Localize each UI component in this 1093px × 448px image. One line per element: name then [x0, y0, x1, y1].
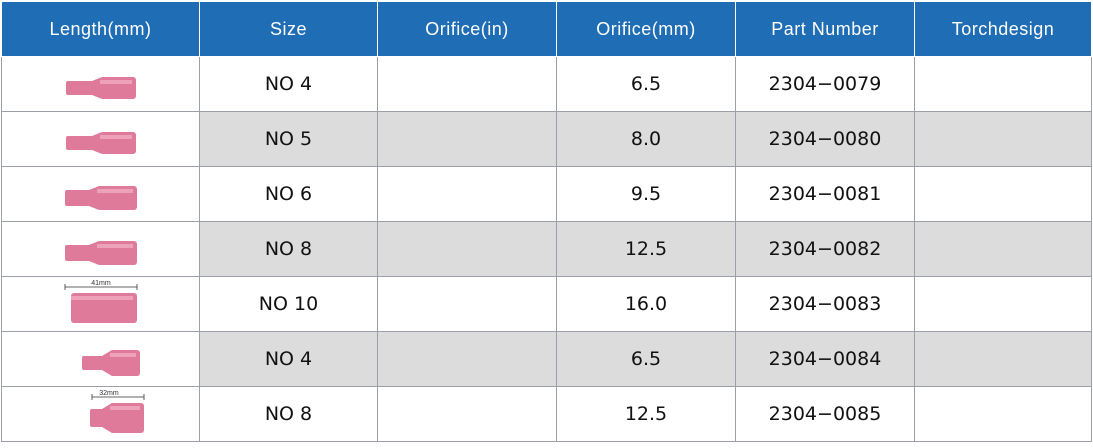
ceramic-nozzle-icon: 32mm: [89, 390, 144, 433]
table-row: NO 8 12.5 2304−0082: [1, 221, 1092, 277]
table-row: NO 5 8.0 2304−0080: [1, 111, 1092, 167]
orifice-in-cell: [377, 386, 557, 442]
orifice-in-cell: [377, 111, 557, 167]
length-dimension-label: 41mm: [91, 280, 111, 287]
part-number-cell: 2304−0081: [735, 166, 915, 222]
part-number-cell: 2304−0079: [735, 56, 915, 112]
part-number-cell: 2304−0083: [735, 276, 915, 332]
ceramic-nozzle-icon: [65, 132, 136, 154]
orifice-mm-cell: 8.0: [556, 111, 736, 167]
size-cell: NO 8: [199, 221, 378, 277]
col-header-size: Size: [199, 1, 378, 57]
col-header-torchdesign: Torchdesign: [914, 1, 1092, 57]
orifice-mm-cell: 12.5: [556, 386, 736, 442]
size-cell: NO 4: [199, 331, 378, 387]
orifice-in-cell: [377, 221, 557, 277]
torchdesign-cell: [914, 111, 1092, 167]
nozzle-image-cell: [1, 221, 200, 277]
size-cell: NO 4: [199, 56, 378, 112]
length-dimension-label: 32mm: [99, 390, 119, 397]
orifice-in-cell: [377, 331, 557, 387]
col-header-length: Length(mm): [1, 1, 200, 57]
torchdesign-cell: [914, 386, 1092, 442]
part-number-cell: 2304−0085: [735, 386, 915, 442]
part-number-cell: 2304−0084: [735, 331, 915, 387]
col-header-part-number: Part Number: [735, 1, 915, 57]
part-number-cell: 2304−0080: [735, 111, 915, 167]
orifice-mm-cell: 6.5: [556, 56, 736, 112]
size-cell: NO 6: [199, 166, 378, 222]
orifice-mm-cell: 9.5: [556, 166, 736, 222]
orifice-mm-cell: 6.5: [556, 331, 736, 387]
ceramic-nozzle-icon: [81, 350, 140, 376]
table-row: NO 6 9.5 2304−0081: [1, 166, 1092, 222]
part-number-cell: 2304−0082: [735, 221, 915, 277]
torchdesign-cell: [914, 56, 1092, 112]
ceramic-nozzle-icon: 41mm: [64, 280, 137, 323]
orifice-in-cell: [377, 166, 557, 222]
nozzle-image-cell: [1, 111, 200, 167]
torchdesign-cell: [914, 166, 1092, 222]
torchdesign-cell: [914, 221, 1092, 277]
ceramic-nozzle-icon: [64, 241, 137, 265]
size-cell: NO 8: [199, 386, 378, 442]
size-cell: NO 5: [199, 111, 378, 167]
table-row: NO 4 6.5 2304−0084: [1, 331, 1092, 387]
nozzle-image-cell: [1, 331, 200, 387]
col-header-orifice-in: Orifice(in): [377, 1, 557, 57]
table-row: 41mm NO 10 16.0 2304−0083: [1, 276, 1092, 332]
ceramic-nozzle-icon: [65, 77, 136, 99]
orifice-in-cell: [377, 56, 557, 112]
orifice-in-cell: [377, 276, 557, 332]
nozzle-image-cell: [1, 56, 200, 112]
size-cell: NO 10: [199, 276, 378, 332]
nozzle-image-cell: 41mm: [1, 276, 200, 332]
col-header-orifice-mm: Orifice(mm): [556, 1, 736, 57]
torchdesign-cell: [914, 331, 1092, 387]
nozzle-image-cell: [1, 166, 200, 222]
ceramic-nozzle-icon: [64, 186, 137, 210]
orifice-mm-cell: 12.5: [556, 221, 736, 277]
orifice-mm-cell: 16.0: [556, 276, 736, 332]
nozzle-image-cell: 32mm: [1, 386, 200, 442]
table-row: NO 4 6.5 2304−0079: [1, 56, 1092, 112]
table-row: 32mm NO 8 12.5 2304−0085: [1, 386, 1092, 442]
torchdesign-cell: [914, 276, 1092, 332]
table-header-row: Length(mm) Size Orifice(in) Orifice(mm) …: [1, 1, 1092, 57]
